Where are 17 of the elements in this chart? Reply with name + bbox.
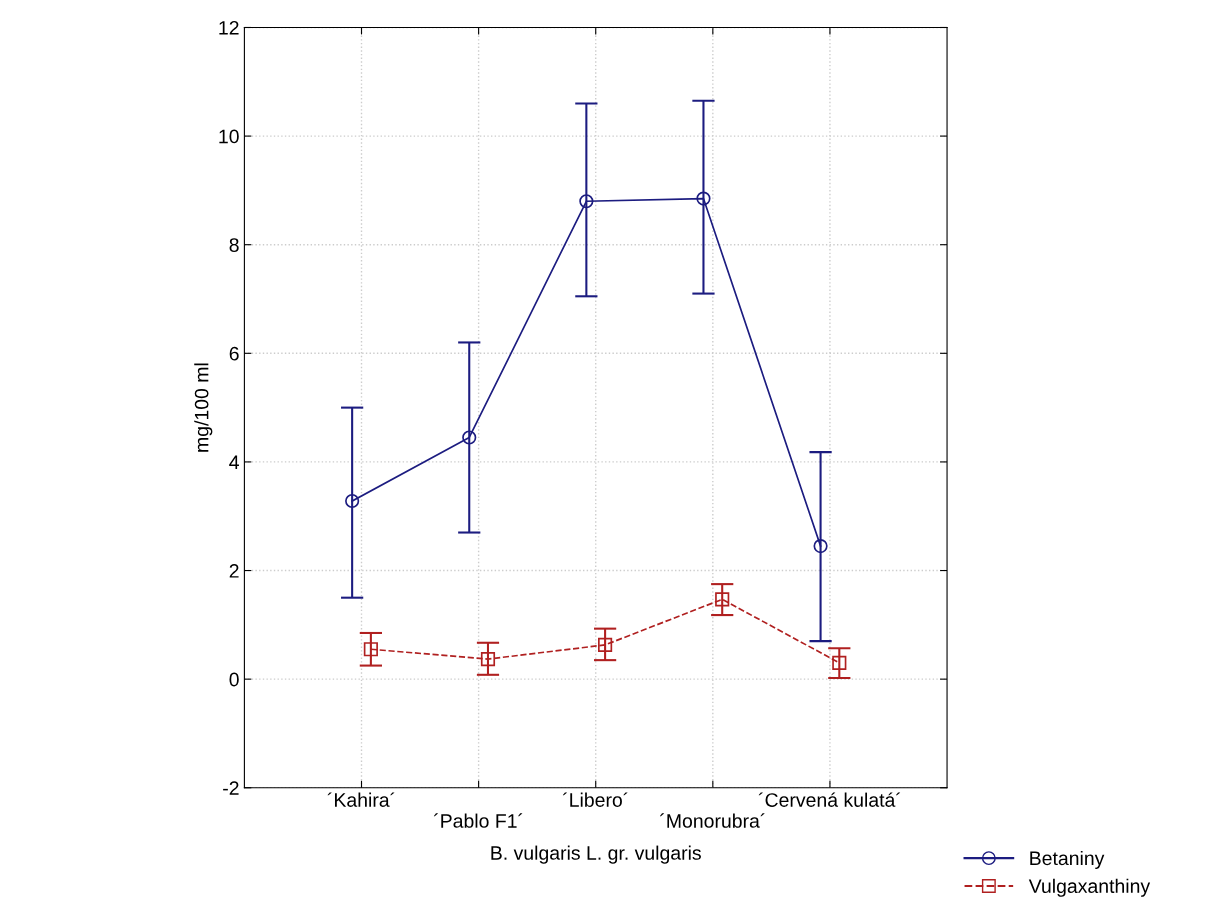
y-tick-label: -2 [223,781,239,795]
legend-label: Vulgaxanthiny [1028,878,1151,897]
y-tick-label: 12 [219,20,239,35]
y-tick-label: 6 [229,346,239,361]
x-tick-label: ´Kahira´ [327,792,395,807]
y-tick-label: 0 [229,672,239,687]
x-tick-label: ´Monorubra´ [660,813,765,828]
y-tick-label: 4 [229,455,239,469]
y-tick-label: 8 [229,238,239,252]
y-tick-label: 10 [219,129,239,144]
x-tick-label: ´Libero´ [562,792,628,807]
x-tick-label: ´Cervená kulatá´ [758,792,901,807]
y-tick-label: 2 [229,564,239,578]
legend-label: Betaniny [1030,850,1105,869]
y-axis-title: mg/100 ml [194,363,213,452]
x-tick-label: ´Pablo F1´ [433,813,523,828]
x-axis-title: B. vulgaris L. gr. vulgaris [491,845,701,864]
